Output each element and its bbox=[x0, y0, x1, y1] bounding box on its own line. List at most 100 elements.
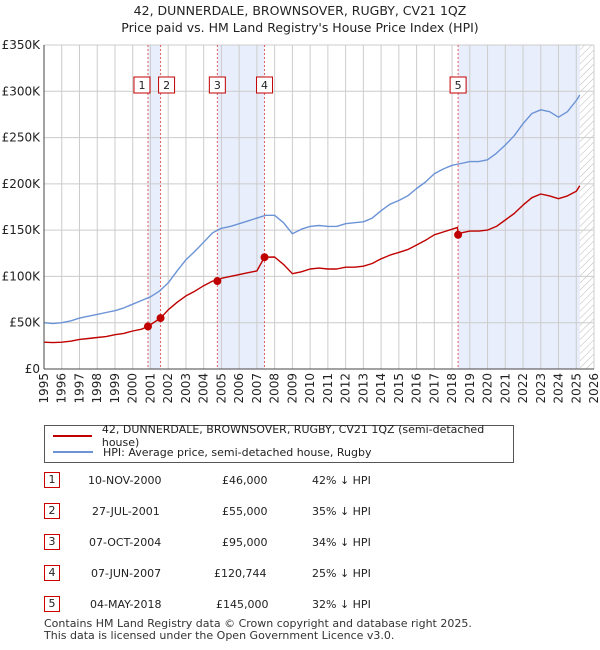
sale-label-box bbox=[158, 76, 176, 94]
x-tick-label: 2001 bbox=[143, 373, 157, 404]
shaded-range bbox=[458, 45, 580, 369]
table-row: 4 07-JUN-2007 £120,744 25% ↓ HPI bbox=[44, 565, 464, 583]
legend-item-property: 42, DUNNERDALE, BROWNSOVER, RUGBY, CV21 … bbox=[45, 423, 513, 449]
axes: £0 £50K £100K £150K £200K £250K £300K £350K 1995… bbox=[2, 38, 600, 404]
series-lines bbox=[43, 94, 581, 344]
y-tick-label: £0 bbox=[25, 362, 40, 376]
table-row: 1 10-NOV-2000 £46,000 42% ↓ HPI bbox=[44, 472, 464, 490]
price-chart: 1 2 3 4 5 £0 £50K £100K £150K £200K £250K £300K £35… bbox=[2, 38, 600, 404]
legend-label-property: 42, DUNNERDALE, BROWNSOVER, RUGBY, CV21 … bbox=[101, 423, 485, 449]
sale-point bbox=[156, 314, 165, 323]
sale-date: 07-OCT-2004 bbox=[89, 536, 162, 549]
sale-point bbox=[260, 253, 269, 262]
legend: 42, DUNNERDALE, BROWNSOVER, RUGBY, CV21 … bbox=[44, 423, 514, 463]
licence-notice: This data is licensed under the Open Gov… bbox=[44, 629, 395, 642]
sale-number-badge: 3 bbox=[44, 534, 60, 550]
sale-points bbox=[143, 230, 463, 331]
sale-number-labels: 1 2 3 4 5 bbox=[133, 76, 467, 94]
x-tick-label: 2022 bbox=[516, 373, 530, 404]
hpi-line bbox=[43, 94, 581, 325]
property-price-line bbox=[43, 185, 581, 344]
x-tick-label: 2007 bbox=[250, 373, 264, 404]
sale-date: 10-NOV-2000 bbox=[88, 474, 162, 487]
x-tick-label: 2018 bbox=[445, 373, 459, 404]
x-tick-label: 2021 bbox=[498, 373, 512, 404]
y-tick-label: £250K bbox=[2, 131, 42, 145]
sale-price: £95,000 bbox=[222, 536, 268, 549]
sale-number-badge: 4 bbox=[44, 565, 60, 581]
sale-date: 07-JUN-2007 bbox=[91, 567, 162, 580]
x-tick-label: 2009 bbox=[285, 373, 299, 404]
sale-price: £55,000 bbox=[222, 505, 268, 518]
sale-label-text: 1 bbox=[138, 79, 145, 92]
sale-hpi-diff: 32% ↓ HPI bbox=[312, 598, 371, 611]
sale-label-text: 4 bbox=[261, 79, 268, 92]
y-tick-label: £50K bbox=[9, 316, 41, 330]
x-tick-label: 2011 bbox=[321, 373, 335, 404]
x-tick-label: 2017 bbox=[427, 373, 441, 404]
x-tick-label: 2002 bbox=[161, 373, 175, 404]
sale-label-text: 5 bbox=[455, 79, 462, 92]
sale-label-box bbox=[256, 76, 274, 94]
sale-price: £46,000 bbox=[222, 474, 268, 487]
table-row: 5 04-MAY-2018 £145,000 32% ↓ HPI bbox=[44, 596, 464, 614]
chart-title: 42, DUNNERDALE, BROWNSOVER, RUGBY, CV21 … bbox=[0, 2, 600, 36]
x-tick-label: 2020 bbox=[481, 373, 495, 404]
y-tick-label: £100K bbox=[2, 269, 42, 283]
x-tick-label: 1995 bbox=[37, 373, 51, 404]
y-tick-label: £350K bbox=[2, 38, 42, 52]
sale-point bbox=[143, 322, 152, 331]
chart-title-line1: 42, DUNNERDALE, BROWNSOVER, RUGBY, CV21 … bbox=[133, 3, 467, 18]
sale-price: £120,744 bbox=[214, 567, 267, 580]
x-tick-label: 2000 bbox=[126, 373, 140, 404]
shaded-range bbox=[217, 45, 265, 369]
sale-point bbox=[213, 277, 222, 286]
table-row: 2 27-JUL-2001 £55,000 35% ↓ HPI bbox=[44, 503, 464, 521]
legend-swatch-hpi bbox=[53, 451, 93, 453]
copyright-notice: Contains HM Land Registry data © Crown c… bbox=[44, 617, 472, 630]
future-hatch bbox=[579, 45, 594, 369]
x-tick-label: 1997 bbox=[72, 373, 86, 404]
x-tick-label: 2013 bbox=[356, 373, 370, 404]
sale-number-badge: 2 bbox=[44, 503, 60, 519]
sale-hpi-diff: 42% ↓ HPI bbox=[312, 474, 371, 487]
y-tick-label: £300K bbox=[2, 84, 42, 98]
sale-number-badge: 1 bbox=[44, 472, 60, 488]
sale-hpi-diff: 34% ↓ HPI bbox=[312, 536, 371, 549]
chart-title-line2: Price paid vs. HM Land Registry's House … bbox=[121, 20, 479, 35]
x-tick-label: 2012 bbox=[339, 373, 353, 404]
x-tick-label: 2015 bbox=[392, 373, 406, 404]
x-tick-label: 2006 bbox=[232, 373, 246, 404]
x-tick-label: 2005 bbox=[214, 373, 228, 404]
sale-date: 04-MAY-2018 bbox=[90, 598, 162, 611]
x-tick-label: 2010 bbox=[303, 373, 317, 404]
sale-hpi-diff: 35% ↓ HPI bbox=[312, 505, 371, 518]
shaded-range bbox=[147, 45, 161, 369]
x-tick-label: 1998 bbox=[90, 373, 104, 404]
x-tick-label: 2023 bbox=[534, 373, 548, 404]
legend-swatch-property bbox=[53, 435, 92, 437]
sale-date: 27-JUL-2001 bbox=[92, 505, 160, 518]
x-tick-label: 2014 bbox=[374, 373, 388, 404]
x-tick-label: 2026 bbox=[587, 373, 600, 404]
y-tick-label: £150K bbox=[2, 223, 42, 237]
x-tick-label: 2025 bbox=[569, 373, 583, 404]
x-tick-label: 2004 bbox=[197, 373, 211, 404]
x-tick-label: 1996 bbox=[55, 373, 69, 404]
legend-item-hpi: HPI: Average price, semi-detached house,… bbox=[45, 444, 371, 460]
sale-label-box bbox=[133, 76, 151, 94]
sale-label-text: 3 bbox=[214, 79, 221, 92]
sale-label-box bbox=[449, 76, 467, 94]
table-row: 3 07-OCT-2004 £95,000 34% ↓ HPI bbox=[44, 534, 464, 552]
y-tick-label: £200K bbox=[2, 177, 42, 191]
sale-label-text: 2 bbox=[163, 79, 170, 92]
sale-date-markers bbox=[147, 45, 459, 369]
x-tick-label: 2019 bbox=[463, 373, 477, 404]
sale-label-box bbox=[208, 76, 226, 94]
x-tick-label: 2016 bbox=[410, 373, 424, 404]
sale-hpi-diff: 25% ↓ HPI bbox=[312, 567, 371, 580]
legend-label-hpi: HPI: Average price, semi-detached house,… bbox=[103, 445, 372, 459]
shaded-regions bbox=[147, 45, 594, 369]
x-tick-label: 1999 bbox=[108, 373, 122, 404]
sale-number-badge: 5 bbox=[44, 596, 60, 612]
